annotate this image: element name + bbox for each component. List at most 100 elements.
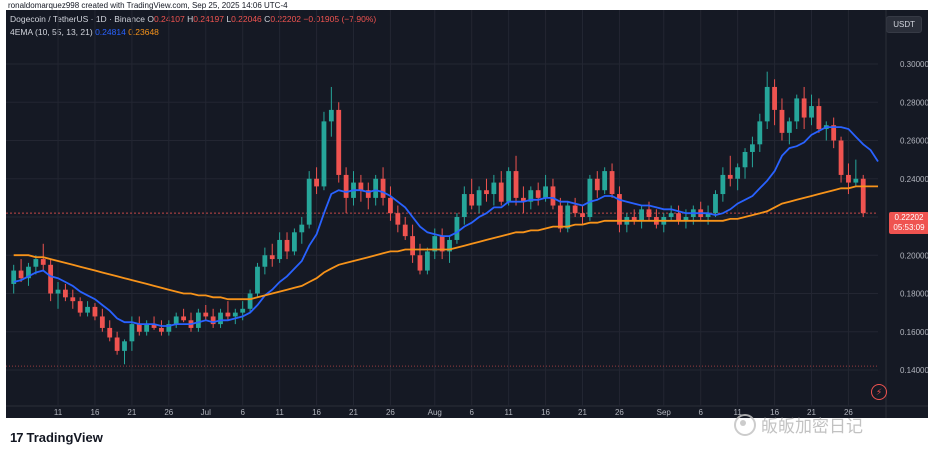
candle-body (668, 213, 674, 217)
candle-body (195, 312, 201, 328)
candlestick-chart[interactable]: 0.300000.280000.260000.240000.220000.200… (6, 10, 928, 418)
candle-body (476, 190, 482, 206)
candle-body (173, 316, 179, 325)
candle-body (705, 213, 711, 217)
candle-body (262, 255, 268, 267)
candle-body (373, 178, 379, 198)
candle-body (727, 174, 733, 179)
open-value: 0.24107 (153, 14, 185, 24)
candle-body (26, 266, 31, 279)
symbol-name: Dogecoin / TetherUS · 1D · Binance (10, 14, 145, 24)
candle-body (838, 140, 844, 175)
y-tick-label: 0.26000 (900, 137, 928, 146)
close-value: 0.22202 (270, 14, 302, 24)
candle-body (107, 327, 113, 338)
candle-body (343, 174, 349, 198)
candle-body (801, 98, 807, 118)
candle-body (521, 197, 526, 202)
candle-body (587, 178, 593, 217)
candle-body (159, 327, 164, 332)
candle-body (602, 171, 608, 191)
tradingview-logo: 17 TradingView (10, 430, 103, 445)
ema-slow-value: 0.23648 (128, 27, 159, 37)
candle-body (853, 178, 859, 183)
candle-body (210, 316, 216, 325)
candle-body (535, 190, 541, 198)
candle-body (617, 194, 622, 225)
candle-body (572, 205, 578, 214)
candle-body (410, 236, 416, 256)
candle-body (594, 178, 600, 191)
candle-body (432, 236, 438, 252)
candle-body (528, 190, 534, 202)
y-tick-label: 0.16000 (900, 328, 928, 337)
x-tick-label: 11 (54, 408, 63, 417)
x-tick-label: 11 (275, 408, 284, 417)
candle-body (417, 255, 423, 271)
candle-body (136, 324, 142, 332)
candle-body (816, 106, 822, 130)
candle-body (306, 178, 312, 225)
candle-body (11, 270, 17, 284)
x-tick-label: 21 (578, 408, 587, 417)
candle-body (439, 236, 445, 252)
x-tick-label: 21 (807, 408, 816, 417)
candle-body (18, 270, 24, 279)
candle-body (484, 190, 489, 195)
candle-body (129, 324, 135, 342)
candle-body (764, 86, 770, 122)
candle-body (609, 171, 615, 195)
candle-body (646, 209, 652, 217)
candle-body (92, 306, 98, 317)
candle-body (565, 205, 571, 229)
candle-body (513, 171, 519, 198)
candle-body (203, 312, 209, 317)
currency-button[interactable]: USDT (886, 16, 922, 33)
candle-body (48, 264, 54, 294)
x-tick-label: 16 (541, 408, 550, 417)
candle-body (757, 121, 763, 145)
candle-body (284, 239, 290, 252)
candle-body (365, 190, 371, 198)
x-tick-label: Jul (201, 408, 211, 417)
candle-body (240, 308, 246, 313)
candle-body (247, 293, 253, 309)
indicator-legend[interactable]: 4EMA (10, 55, 13, 21) 0.24814 0.23648 (10, 27, 159, 37)
candle-body (299, 224, 305, 233)
ema-fast-value: 0.24814 (95, 27, 126, 37)
chart-attribution: ronaldomarquez998 created with TradingVi… (8, 1, 288, 10)
x-tick-label: 6 (240, 408, 245, 417)
symbol-legend: Dogecoin / TetherUS · 1D · Binance O0.24… (10, 14, 377, 24)
candle-body (720, 174, 726, 195)
candle-body (750, 144, 755, 152)
candle-body (550, 186, 556, 206)
candle-body (580, 213, 585, 217)
bar-countdown: 05:53:09 (893, 223, 925, 232)
candle-body (846, 174, 851, 183)
y-tick-label: 0.18000 (900, 290, 928, 299)
candle-body (328, 109, 334, 122)
y-tick-label: 0.28000 (900, 98, 928, 107)
x-tick-label: 26 (844, 408, 853, 417)
candle-body (543, 186, 548, 198)
x-tick-label: 11 (733, 408, 742, 417)
candle-body (794, 98, 800, 122)
candle-body (506, 171, 512, 202)
lightning-icon[interactable]: ⚡ (871, 384, 887, 400)
candle-body (860, 178, 866, 214)
chart-panel[interactable]: Dogecoin / TetherUS · 1D · Binance O0.24… (6, 10, 928, 418)
x-tick-label: 16 (312, 408, 321, 417)
candle-body (735, 167, 741, 179)
candle-body (85, 306, 90, 313)
candle-body (40, 259, 46, 265)
candle-body (166, 324, 172, 332)
candle-body (55, 289, 61, 294)
candle-body (321, 121, 327, 187)
candle-body (454, 217, 460, 240)
candle-body (122, 341, 127, 351)
candle-body (786, 121, 792, 133)
candle-body (498, 182, 504, 202)
candle-body (631, 217, 637, 221)
watermark: 皈皈加密日记 (734, 412, 863, 437)
tradingview-wordmark: TradingView (26, 430, 103, 445)
